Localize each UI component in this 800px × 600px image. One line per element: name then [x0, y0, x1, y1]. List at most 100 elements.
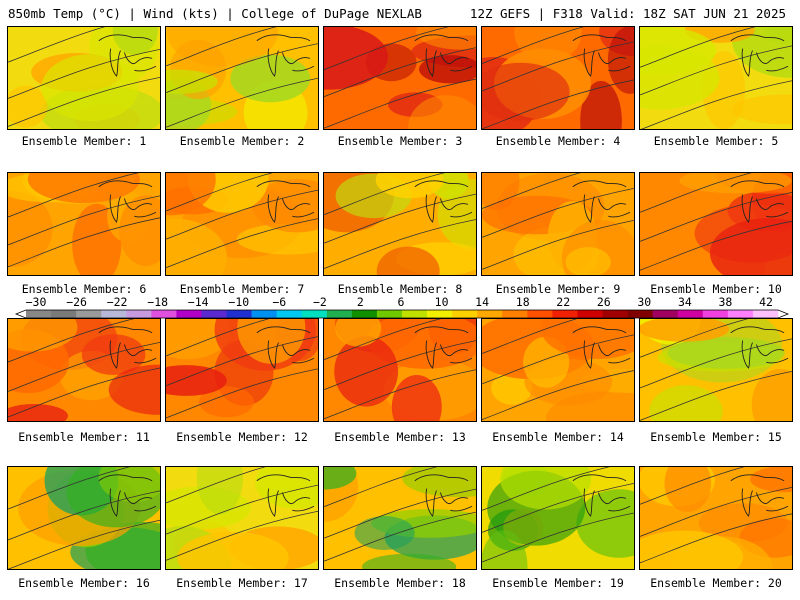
temperature-shading — [419, 55, 476, 84]
height-contour — [8, 76, 160, 127]
color-bar-tick-label: 30 — [637, 295, 651, 309]
temperature-shading — [335, 319, 382, 347]
color-bar-segment — [376, 310, 403, 318]
temperature-shading — [649, 385, 723, 421]
color-bar-segment — [201, 310, 227, 318]
ensemble-member-caption: Ensemble Member: 4 — [495, 134, 621, 148]
temperature-shading — [166, 27, 279, 67]
temperature-shading — [375, 173, 444, 199]
ensemble-member-caption: Ensemble Member: 1 — [21, 134, 147, 148]
height-contour — [324, 369, 476, 420]
great-lakes-outline — [414, 474, 473, 517]
height-contour — [482, 187, 634, 238]
color-bar-segment — [602, 310, 628, 318]
temperature-shading — [679, 173, 792, 194]
height-contour — [324, 27, 450, 70]
color-bar-tick-label: 18 — [516, 295, 530, 309]
color-bar-frame — [14, 309, 790, 319]
color-bar-segment — [151, 310, 177, 318]
color-bar-tick-label: −18 — [147, 295, 168, 309]
great-lakes-outline — [572, 326, 631, 369]
temperature-shading — [177, 531, 289, 569]
great-lakes-outline — [98, 34, 157, 77]
color-bar-segment — [677, 310, 704, 318]
height-contour — [166, 77, 318, 128]
temperature-shading — [324, 27, 389, 90]
ensemble-map-panel — [639, 26, 793, 130]
temperature-shading — [376, 246, 440, 275]
height-contour — [166, 510, 318, 561]
great-lakes-outline — [414, 326, 473, 369]
ensemble-map-panel — [481, 172, 635, 276]
temperature-shading — [402, 467, 476, 498]
temperature-shading — [362, 553, 457, 569]
height-contour — [482, 219, 634, 270]
great-lakes-outline — [98, 180, 157, 223]
temperature-shading — [408, 95, 476, 129]
height-contour — [640, 467, 745, 505]
color-bar-segment — [126, 310, 152, 318]
ensemble-map-panel — [7, 26, 161, 130]
ensemble-member-caption: Ensemble Member: 9 — [495, 282, 621, 296]
great-lakes-outline — [730, 474, 789, 517]
temperature-shading — [732, 94, 792, 125]
height-contour — [482, 41, 634, 92]
temperature-shading — [664, 467, 712, 513]
height-contour — [166, 467, 266, 504]
temperature-shading — [166, 365, 227, 396]
color-bar-segment — [502, 310, 528, 318]
temperature-shading — [514, 27, 582, 63]
color-bar-segment — [577, 310, 603, 318]
great-lakes-outline — [730, 34, 789, 77]
height-contour — [8, 319, 135, 363]
temperature-shading — [482, 173, 520, 211]
temperature-shading — [576, 489, 634, 558]
ensemble-map-panel — [323, 172, 477, 276]
height-contour — [324, 173, 445, 215]
height-contour — [324, 488, 476, 539]
temperature-shading — [640, 530, 744, 569]
temperature-shading — [8, 319, 78, 352]
great-lakes-outline — [414, 180, 473, 223]
color-bar-segment — [101, 310, 127, 318]
color-bar-segment — [652, 310, 679, 318]
height-contour — [8, 27, 106, 63]
ensemble-member-caption: Ensemble Member: 17 — [176, 576, 308, 590]
color-bar-segment — [326, 310, 353, 318]
temperature-shading — [667, 337, 785, 369]
height-contour — [482, 173, 581, 209]
height-contour — [166, 218, 318, 269]
color-bar-segment — [226, 310, 252, 318]
ensemble-member-caption: Ensemble Member: 19 — [492, 576, 624, 590]
great-lakes-outline — [256, 474, 315, 517]
temperature-shading — [8, 191, 53, 267]
temperature-shading — [640, 27, 717, 76]
ensemble-map-panel — [323, 26, 477, 130]
great-lakes-outline — [256, 326, 315, 369]
ensemble-member-caption: Ensemble Member: 15 — [650, 430, 782, 444]
color-bar-tick-label: −26 — [66, 295, 87, 309]
ensemble-map-panel — [323, 466, 477, 570]
height-contour — [324, 319, 442, 360]
temperature-shading — [482, 62, 570, 121]
ensemble-member-caption: Ensemble Member: 13 — [334, 430, 466, 444]
great-lakes-outline — [572, 474, 631, 517]
chart-header-right: 12Z GEFS | F318 Valid: 18Z SAT JUN 21 20… — [469, 6, 786, 21]
temperature-shading — [750, 467, 792, 493]
color-bar-tick-label: −10 — [228, 295, 249, 309]
ensemble-map-panel — [165, 318, 319, 422]
height-contour — [166, 336, 318, 387]
height-contour — [482, 482, 634, 533]
ensemble-member-caption: Ensemble Member: 3 — [337, 134, 463, 148]
ensemble-member-caption: Ensemble Member: 14 — [492, 430, 624, 444]
temperature-shading — [166, 173, 216, 216]
color-bar-segment — [552, 310, 578, 318]
temperature-shading — [580, 80, 622, 129]
color-bar-tick-label: 38 — [718, 295, 732, 309]
height-contour — [482, 319, 578, 354]
great-lakes-outline — [98, 474, 157, 517]
color-bar-segment — [301, 310, 328, 318]
height-contour — [8, 467, 131, 510]
height-contour — [166, 189, 318, 240]
great-lakes-outline — [414, 34, 473, 77]
